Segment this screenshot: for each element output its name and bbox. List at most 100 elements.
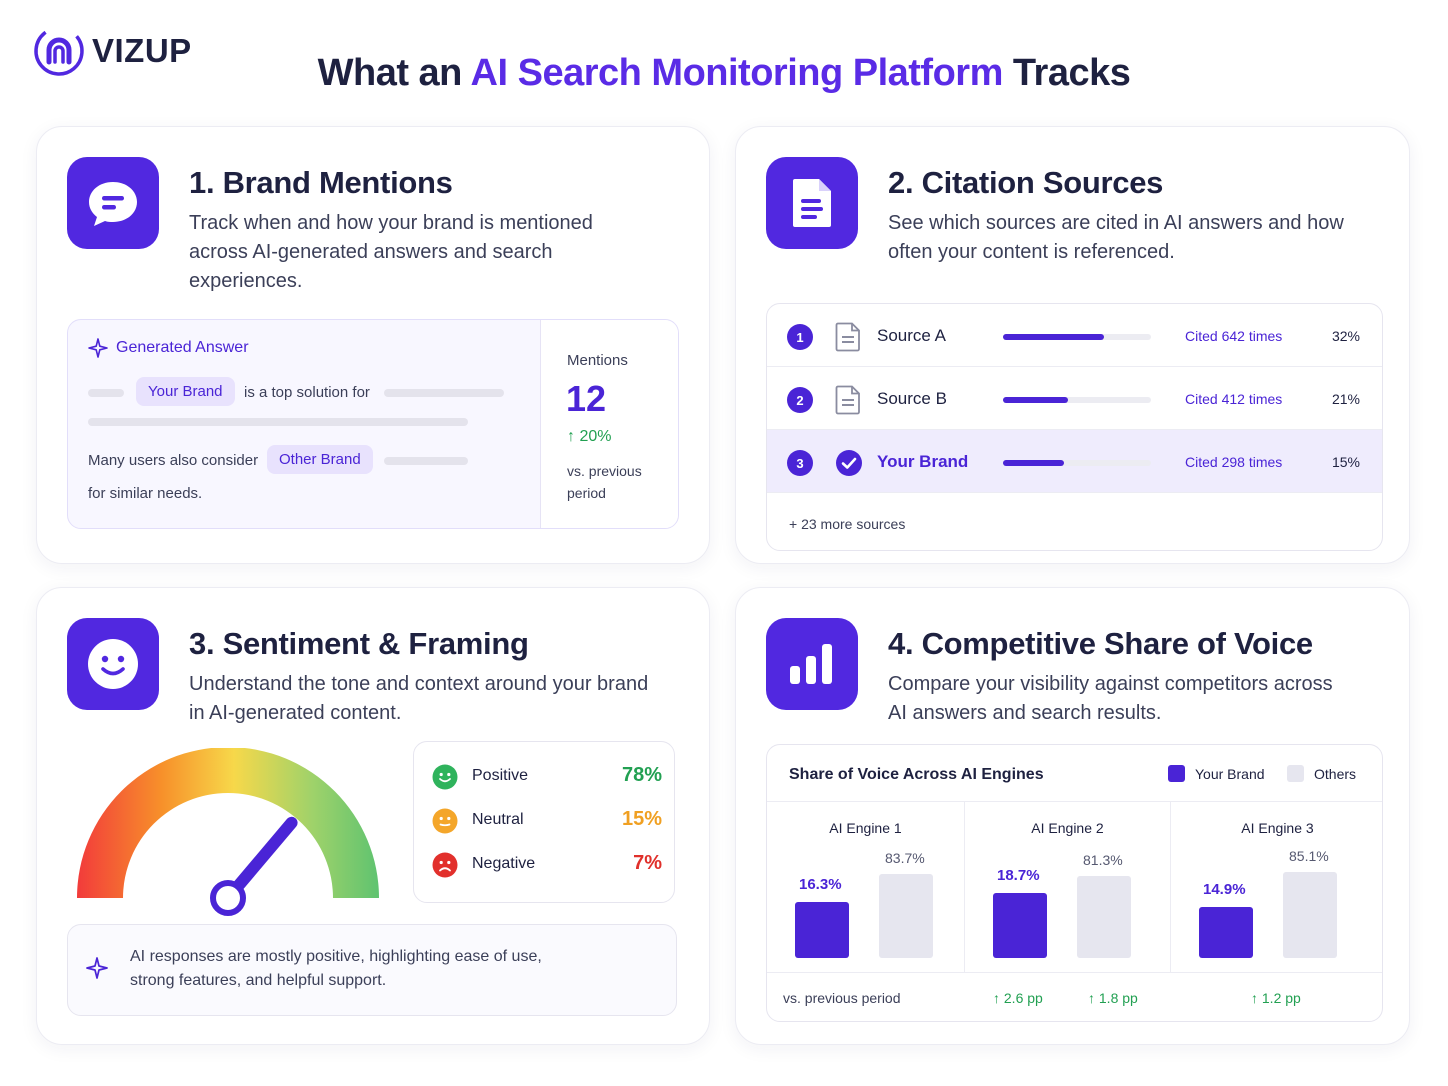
mentions-stat: Mentions 12 ↑ 20% vs. previous period <box>540 320 678 528</box>
card-description: See which sources are cited in AI answer… <box>888 212 1344 263</box>
bar-value-label: 16.3% <box>799 875 842 893</box>
citation-bar <box>1003 334 1151 340</box>
bar-others <box>1283 872 1337 958</box>
citation-row-your-brand: 3 Your Brand Cited 298 times 15% <box>767 430 1382 493</box>
engine-column: AI Engine 1 16.3% 83.7% <box>767 802 964 972</box>
sentiment-label: Positive <box>472 767 529 784</box>
sentiment-card: 3. Sentiment & Framing Understand the to… <box>36 587 710 1045</box>
delta-value: ↑ 1.2 pp <box>1251 990 1301 1006</box>
legend-your-brand: Your Brand <box>1168 765 1265 782</box>
citation-bar <box>1003 397 1151 403</box>
sentiment-negative: Negative 7% <box>432 850 662 880</box>
legend-others: Others <box>1287 765 1356 782</box>
engine-label: AI Engine 1 <box>829 820 902 836</box>
brand-mentions-card: 1. Brand Mentions Track when and how you… <box>36 126 710 564</box>
ai-summary-text: AI responses are mostly positive, highli… <box>130 948 542 989</box>
cited-count: Cited 412 times <box>1185 391 1283 407</box>
share-of-voice-chart: Share of Voice Across AI Engines Your Br… <box>766 744 1383 1022</box>
document-icon <box>766 157 858 249</box>
page-title: What an AI Search Monitoring Platform Tr… <box>0 52 1448 95</box>
similar-needs-text: for similar needs. <box>88 485 203 502</box>
source-name: Your Brand <box>877 452 969 471</box>
sad-face-icon <box>432 852 458 878</box>
card-description: Compare your visibility against competit… <box>888 673 1333 724</box>
card-description: Understand the tone and context around y… <box>189 673 649 724</box>
sentiment-positive: Positive 78% <box>432 762 662 792</box>
bar-chart-icon <box>766 618 858 710</box>
your-brand-pill: Your Brand <box>136 377 235 406</box>
mentions-change: ↑ 20% <box>567 428 611 446</box>
card-title: 2. Citation Sources <box>888 165 1164 200</box>
citation-bar-fill <box>1003 334 1104 340</box>
legend-label: Your Brand <box>1195 765 1265 782</box>
logo-text: VIZUP <box>92 32 192 69</box>
citation-row: 2 Source B Cited 412 times 21% <box>767 367 1382 430</box>
arrow-up-icon: ↑ <box>1088 990 1095 1006</box>
gauge-hub <box>210 880 246 916</box>
bar-value-label: 83.7% <box>885 849 925 866</box>
ai-summary-box: AI responses are mostly positive, highli… <box>67 924 677 1016</box>
sentiment-neutral: Neutral 15% <box>432 806 662 836</box>
sentiment-gauge <box>77 748 379 916</box>
citation-row: 1 Source A Cited 642 times 32% <box>767 304 1382 367</box>
sentiment-value: 7% <box>633 852 662 874</box>
chart-plot-area: AI Engine 1 16.3% 83.7% AI Engine 2 18.7% 81.… <box>767 801 1382 973</box>
card-title: 4. Competitive Share of Voice <box>888 626 1313 661</box>
mentions-change-value: 20% <box>579 428 612 445</box>
sentiment-label: Negative <box>472 855 536 872</box>
placeholder-line <box>384 389 504 397</box>
citation-percent: 32% <box>1331 328 1360 344</box>
vs-previous-label: vs. previous period <box>783 990 901 1006</box>
card-title: 3. Sentiment & Framing <box>189 626 529 661</box>
chat-bubble-icon <box>67 157 159 249</box>
many-users-text: Many users also consider <box>88 452 259 469</box>
legend-swatch <box>1287 765 1304 782</box>
logo-mark-icon <box>34 26 84 76</box>
cited-count: Cited 642 times <box>1185 328 1283 344</box>
more-sources-link[interactable]: + 23 more sources <box>789 516 906 532</box>
sparkle-icon <box>88 338 108 358</box>
rank-badge: 2 <box>787 387 813 413</box>
citation-sources-card: 2. Citation Sources See which sources ar… <box>735 126 1410 564</box>
source-name: Source A <box>877 326 946 345</box>
file-icon <box>835 385 860 415</box>
engine-label: AI Engine 3 <box>1241 820 1314 836</box>
citation-bar-fill <box>1003 397 1069 403</box>
rank-badge: 1 <box>787 324 813 350</box>
mentions-value: 12 <box>566 378 607 419</box>
generated-answer-panel: Generated Answer Your Brand is a top sol… <box>67 319 679 529</box>
rank-badge: 3 <box>787 450 813 476</box>
share-of-voice-card: 4. Competitive Share of Voice Compare yo… <box>735 587 1410 1045</box>
title-post: Tracks <box>1002 52 1131 94</box>
card-description: Track when and how your brand is mention… <box>189 212 593 292</box>
delta-value: ↑ 2.6 pp <box>993 990 1043 1006</box>
citation-percent: 21% <box>1331 391 1360 407</box>
chart-title: Share of Voice Across AI Engines <box>789 766 1044 783</box>
bar-value-label: 81.3% <box>1083 852 1123 869</box>
engine-column: AI Engine 3 14.9% 85.1% <box>1170 802 1382 972</box>
legend-swatch <box>1168 765 1185 782</box>
neutral-face-icon <box>432 808 458 834</box>
file-icon <box>835 322 860 352</box>
generated-answer-label: Generated Answer <box>116 339 249 356</box>
title-pre: What an <box>317 52 471 94</box>
bar-others <box>1077 876 1131 958</box>
placeholder-line <box>384 457 468 465</box>
vizup-logo: VIZUP <box>32 24 192 78</box>
card-title: 1. Brand Mentions <box>189 165 453 200</box>
citation-bar-fill <box>1003 460 1064 466</box>
sentiment-value: 78% <box>621 764 662 786</box>
bar-your-brand <box>795 901 849 958</box>
bar-others <box>879 873 933 958</box>
sentiment-legend: Positive 78% Neutral 15% Negative 7% <box>413 741 675 903</box>
title-accent: AI Search Monitoring Platform <box>470 52 1004 94</box>
delta-value: ↑ 1.8 pp <box>1088 990 1138 1006</box>
engine-column: AI Engine 2 18.7% 81.3% <box>964 802 1170 972</box>
legend-label: Others <box>1314 765 1357 782</box>
top-solution-text: is a top solution for <box>244 384 370 401</box>
sentiment-value: 15% <box>621 808 662 830</box>
sentiment-label: Neutral <box>472 811 524 828</box>
citation-bar <box>1003 460 1151 466</box>
happy-face-icon <box>432 764 458 790</box>
other-brand-pill: Other Brand <box>267 445 373 474</box>
